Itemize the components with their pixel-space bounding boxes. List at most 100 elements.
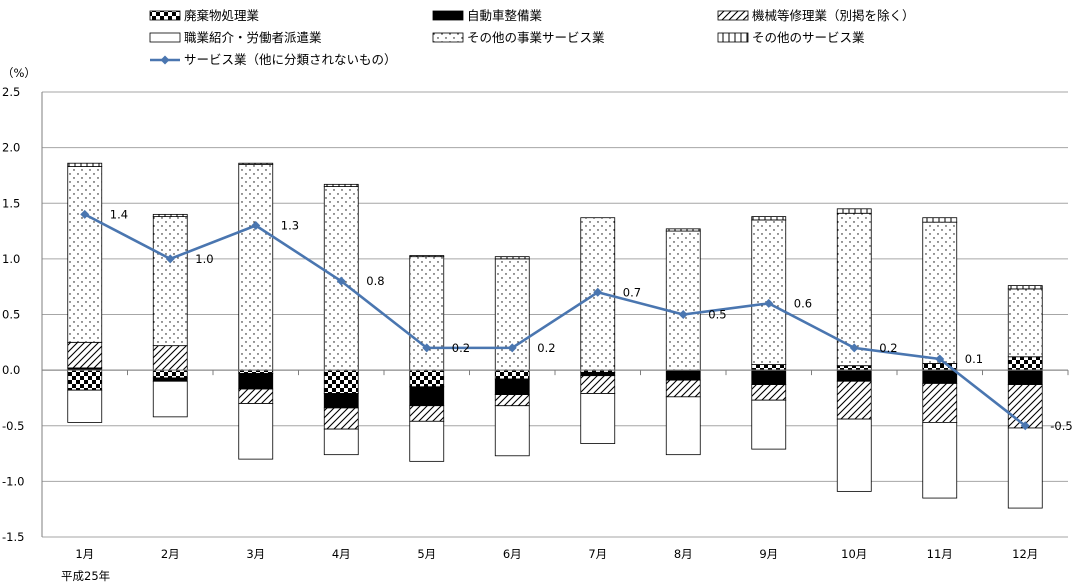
bar-segment bbox=[494, 378, 530, 395]
bar-segment bbox=[409, 369, 445, 388]
y-tick-label: 2.5 bbox=[2, 85, 20, 99]
bar-segment bbox=[494, 258, 530, 371]
x-tick-label: 3月 bbox=[246, 547, 265, 561]
line-marker bbox=[1020, 421, 1030, 431]
bar-segment bbox=[238, 403, 274, 460]
gridlines bbox=[42, 91, 1068, 538]
data-label: 1.3 bbox=[281, 219, 299, 233]
bar-segment bbox=[580, 371, 616, 377]
y-axis-ticks: 2.5 2.0 1.5 1.0 0.5 0.0 -0.5 -1.0 -1.5 bbox=[2, 85, 24, 544]
bar-segment bbox=[238, 162, 274, 165]
x-axis-labels: 1月 2月 3月 4月 5月 6月 7月 8月 9月 10月 11月 12月 bbox=[75, 547, 1038, 561]
line-marker bbox=[678, 310, 688, 319]
bar-segment bbox=[751, 364, 787, 371]
bar-segment bbox=[1007, 427, 1043, 509]
data-label: 0.1 bbox=[965, 352, 983, 366]
bar-segment bbox=[836, 418, 872, 492]
line-marker bbox=[251, 221, 261, 230]
legend: 廃棄物処理業 自動車整備業 機械等修理業（別掲を除く） 職業紹介・労働者派遣業 その他の… bbox=[149, 8, 915, 67]
line-marker bbox=[935, 354, 945, 364]
y-tick-label: 2.0 bbox=[2, 141, 20, 155]
line-marker bbox=[336, 276, 346, 286]
series-line bbox=[84, 213, 1027, 427]
legend-label: サービス業（他に分類されないもの） bbox=[184, 52, 397, 67]
legend-swatch bbox=[432, 32, 464, 43]
bar-segment bbox=[323, 407, 359, 430]
data-label: 1.4 bbox=[110, 207, 128, 221]
bar-segment bbox=[922, 383, 958, 423]
bar-segment bbox=[323, 369, 359, 394]
bar-segment bbox=[152, 377, 188, 382]
bar-segment bbox=[152, 213, 188, 217]
bar-segment bbox=[323, 393, 359, 409]
legend-swatch bbox=[149, 32, 181, 43]
bar-segment bbox=[580, 393, 616, 444]
bar-segment bbox=[836, 365, 872, 371]
bar-segment bbox=[1007, 288, 1043, 358]
bar-segment bbox=[922, 217, 958, 223]
legend-swatch bbox=[149, 10, 181, 21]
service-line-series: 1.4 1.0 1.3 0.8 0.2 0.2 0.7 0.5 0.6 0.2 0.1 -0.5 bbox=[80, 207, 1073, 433]
x-tick-label: 7月 bbox=[588, 547, 607, 561]
legend-label: その他の事業サービス業 bbox=[467, 30, 605, 45]
y-tick-label: -1.0 bbox=[2, 474, 24, 488]
data-label: 0.2 bbox=[537, 341, 555, 355]
x-tick-label: 9月 bbox=[759, 547, 778, 561]
bar-segment bbox=[323, 183, 359, 187]
x-tick-label: 6月 bbox=[503, 547, 522, 561]
x-tick-label: 8月 bbox=[674, 547, 693, 561]
bar-segment bbox=[922, 422, 958, 499]
data-label: 0.5 bbox=[708, 308, 726, 322]
legend-swatch bbox=[717, 32, 749, 43]
bar-segment bbox=[238, 163, 274, 371]
legend-swatch bbox=[717, 10, 749, 21]
bar-segment bbox=[1007, 356, 1043, 371]
y-tick-label: -0.5 bbox=[2, 419, 24, 433]
x-tick-label: 11月 bbox=[927, 547, 953, 561]
bar-segment bbox=[238, 373, 274, 390]
bar-segment bbox=[152, 380, 188, 418]
bar-segment bbox=[409, 255, 445, 258]
bar-segment bbox=[494, 256, 530, 260]
x-tick-label: 1月 bbox=[75, 547, 94, 561]
bar-segment bbox=[665, 228, 701, 232]
bar-segment bbox=[836, 212, 872, 367]
bar-segment bbox=[67, 166, 103, 343]
data-label: -0.5 bbox=[1050, 419, 1072, 433]
bar-segment bbox=[238, 388, 274, 404]
bar-segment bbox=[409, 420, 445, 462]
legend-line-marker bbox=[160, 55, 170, 65]
bar-segment bbox=[665, 369, 701, 381]
bar-segment bbox=[409, 405, 445, 422]
stacked-bars bbox=[67, 162, 1043, 509]
bar-segment bbox=[323, 428, 359, 456]
line-marker bbox=[507, 343, 517, 353]
bar-segment bbox=[836, 208, 872, 214]
bar-segment bbox=[922, 221, 958, 364]
bar-segment bbox=[665, 396, 701, 456]
data-label: 0.2 bbox=[452, 341, 470, 355]
x-tick-label: 2月 bbox=[161, 547, 180, 561]
bar-segment bbox=[1007, 384, 1043, 429]
line-marker bbox=[764, 298, 774, 308]
bar-segment bbox=[665, 379, 701, 398]
bar-segment bbox=[751, 399, 787, 450]
x-tick-label: 5月 bbox=[417, 547, 436, 561]
bar-segment bbox=[580, 375, 616, 394]
axes bbox=[41, 92, 1069, 537]
y-tick-label: 1.5 bbox=[2, 196, 20, 210]
y-tick-label: 1.0 bbox=[2, 252, 20, 266]
bar-segment bbox=[836, 369, 872, 382]
bar-segment bbox=[494, 405, 530, 457]
line-marker bbox=[422, 343, 432, 353]
bar-segment bbox=[67, 369, 103, 391]
bar-segment bbox=[152, 345, 188, 371]
line-marker bbox=[80, 209, 90, 219]
legend-label: 職業紹介・労働者派遣業 bbox=[184, 30, 322, 45]
bar-segment bbox=[836, 380, 872, 420]
bar-segment bbox=[1007, 285, 1043, 290]
bar-segment bbox=[152, 216, 188, 347]
bar-segment bbox=[238, 369, 274, 374]
y-unit-label: （%） bbox=[2, 66, 36, 80]
